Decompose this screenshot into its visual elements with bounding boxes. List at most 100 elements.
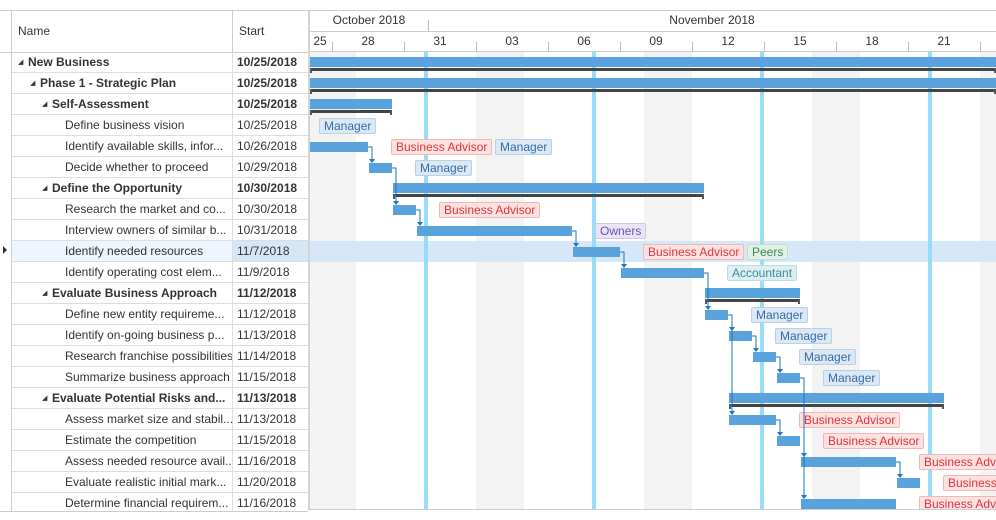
task-row[interactable]: Determine financial requirem... 11/16/201…: [12, 493, 308, 511]
task-start-cell[interactable]: 10/31/2018: [237, 223, 298, 237]
summary-bar[interactable]: [310, 99, 392, 109]
task-row[interactable]: Define business vision 10/25/2018: [12, 115, 308, 136]
summary-bar[interactable]: [705, 288, 800, 298]
summary-bar[interactable]: [729, 393, 944, 403]
task-start-cell[interactable]: 10/30/2018: [237, 181, 298, 195]
task-bar[interactable]: [393, 205, 416, 215]
task-row[interactable]: Research the market and co... 10/30/2018: [12, 199, 308, 220]
task-bar[interactable]: [777, 373, 800, 383]
task-name-cell[interactable]: Assess market size and stabil...: [12, 409, 233, 429]
task-bar[interactable]: [801, 457, 896, 467]
summary-task-row[interactable]: ◢ New Business 10/25/2018: [12, 52, 308, 73]
task-bar[interactable]: [753, 352, 776, 362]
task-name-cell[interactable]: Assess needed resource avail...: [12, 451, 233, 471]
task-start-cell[interactable]: 11/15/2018: [237, 433, 297, 447]
task-name-cell[interactable]: ◢ Evaluate Business Approach: [12, 283, 233, 303]
task-name-cell[interactable]: ◢ Evaluate Potential Risks and...: [12, 388, 233, 408]
task-start-cell[interactable]: 11/12/2018: [237, 307, 297, 321]
task-row[interactable]: Identify operating cost elem... 11/9/2018: [12, 262, 308, 283]
task-bar[interactable]: [729, 415, 776, 425]
header-indicator: [0, 11, 12, 52]
task-name-cell[interactable]: Estimate the competition: [12, 430, 233, 450]
task-name-cell[interactable]: Research the market and co...: [12, 199, 233, 219]
task-start-cell[interactable]: 11/9/2018: [237, 265, 290, 279]
task-bar[interactable]: [897, 478, 920, 488]
summary-task-row[interactable]: ◢ Define the Opportunity 10/30/2018: [12, 178, 308, 199]
task-name-cell[interactable]: Define new entity requireme...: [12, 304, 233, 324]
task-start-cell[interactable]: 10/29/2018: [237, 160, 298, 174]
task-bar[interactable]: [729, 331, 752, 341]
task-start-cell[interactable]: 11/13/2018: [237, 391, 297, 405]
summary-bar[interactable]: [393, 183, 704, 193]
task-bar[interactable]: [777, 436, 800, 446]
task-bar[interactable]: [573, 247, 620, 257]
task-row[interactable]: Evaluate realistic initial mark... 11/20/…: [12, 472, 308, 493]
task-name-cell[interactable]: Identify available skills, infor...: [12, 136, 233, 156]
summary-bar[interactable]: [310, 78, 996, 88]
task-start-cell[interactable]: 10/25/2018: [237, 118, 298, 132]
collapse-triangle-icon[interactable]: ◢: [18, 58, 24, 66]
task-bar[interactable]: [705, 310, 728, 320]
summary-task-row[interactable]: ◢ Evaluate Business Approach 11/12/2018: [12, 283, 308, 304]
collapse-triangle-icon[interactable]: ◢: [42, 289, 48, 297]
task-row[interactable]: Identify on-going business p... 11/13/201…: [12, 325, 308, 346]
task-name: Identify operating cost elem...: [65, 265, 222, 279]
task-bar[interactable]: [801, 499, 896, 509]
arrowhead-icon: [705, 306, 711, 310]
task-start-cell[interactable]: 11/13/2018: [237, 412, 297, 426]
task-name-cell[interactable]: Identify needed resources: [12, 241, 233, 261]
task-name-cell[interactable]: Interview owners of similar b...: [12, 220, 233, 240]
grid-chart-splitter[interactable]: [308, 10, 310, 510]
task-start-cell[interactable]: 11/7/2018: [233, 241, 308, 261]
task-row[interactable]: Research franchise possibilities 11/14/20…: [12, 346, 308, 367]
column-header-start[interactable]: Start: [239, 24, 265, 38]
dependency-arrow: [392, 167, 397, 204]
collapse-triangle-icon[interactable]: ◢: [30, 79, 36, 87]
column-header-name[interactable]: Name: [12, 11, 233, 52]
task-name-cell[interactable]: Identify operating cost elem...: [12, 262, 233, 282]
task-name-cell[interactable]: Summarize business approach: [12, 367, 233, 387]
task-name-cell[interactable]: Identify on-going business p...: [12, 325, 233, 345]
task-start-cell[interactable]: 11/12/2018: [237, 286, 297, 300]
task-start-cell[interactable]: 11/14/2018: [237, 349, 297, 363]
task-start-cell[interactable]: 11/13/2018: [237, 328, 297, 342]
task-name-cell[interactable]: ◢ Define the Opportunity: [12, 178, 233, 198]
task-name-cell[interactable]: Research franchise possibilities: [12, 346, 233, 366]
collapse-triangle-icon[interactable]: ◢: [42, 184, 48, 192]
task-start-cell[interactable]: 10/25/2018: [237, 97, 298, 111]
task-row[interactable]: Identify needed resources 11/7/2018: [12, 241, 308, 262]
task-start-cell[interactable]: 11/20/2018: [237, 475, 297, 489]
task-row[interactable]: Assess market size and stabil... 11/13/20…: [12, 409, 308, 430]
task-name-cell[interactable]: Decide whether to proceed: [12, 157, 233, 177]
task-bar[interactable]: [417, 226, 572, 236]
task-name-cell[interactable]: ◢ Self-Assessment: [12, 94, 233, 114]
task-row[interactable]: Summarize business approach 11/15/2018: [12, 367, 308, 388]
task-start-cell[interactable]: 11/15/2018: [237, 370, 297, 384]
summary-task-row[interactable]: ◢ Phase 1 - Strategic Plan 10/25/2018: [12, 73, 308, 94]
summary-bar[interactable]: [310, 57, 996, 67]
task-bar[interactable]: [369, 163, 392, 173]
task-row[interactable]: Interview owners of similar b... 10/31/20…: [12, 220, 308, 241]
task-row[interactable]: Define new entity requireme... 11/12/2018: [12, 304, 308, 325]
task-name-cell[interactable]: Define business vision: [12, 115, 233, 135]
task-name-cell[interactable]: Determine financial requirem...: [12, 493, 233, 511]
summary-task-row[interactable]: ◢ Self-Assessment 10/25/2018: [12, 94, 308, 115]
task-bar[interactable]: [310, 142, 368, 152]
task-name-cell[interactable]: ◢ Phase 1 - Strategic Plan: [12, 73, 233, 93]
summary-task-row[interactable]: ◢ Evaluate Potential Risks and... 11/13/20…: [12, 388, 308, 409]
task-row[interactable]: Estimate the competition 11/15/2018: [12, 430, 308, 451]
task-start-cell[interactable]: 10/26/2018: [237, 139, 298, 153]
collapse-triangle-icon[interactable]: ◢: [42, 394, 48, 402]
task-row[interactable]: Assess needed resource avail... 11/16/201…: [12, 451, 308, 472]
task-start-cell[interactable]: 11/16/2018: [237, 496, 297, 510]
collapse-triangle-icon[interactable]: ◢: [42, 100, 48, 108]
task-row[interactable]: Identify available skills, infor... 10/26…: [12, 136, 308, 157]
task-name-cell[interactable]: ◢ New Business: [12, 52, 233, 72]
task-start-cell[interactable]: 10/30/2018: [237, 202, 298, 216]
task-name-cell[interactable]: Evaluate realistic initial mark...: [12, 472, 233, 492]
task-start-cell[interactable]: 10/25/2018: [237, 76, 298, 90]
task-bar[interactable]: [621, 268, 704, 278]
task-start-cell[interactable]: 10/25/2018: [237, 55, 298, 69]
task-start-cell[interactable]: 11/16/2018: [237, 454, 297, 468]
task-row[interactable]: Decide whether to proceed 10/29/2018: [12, 157, 308, 178]
